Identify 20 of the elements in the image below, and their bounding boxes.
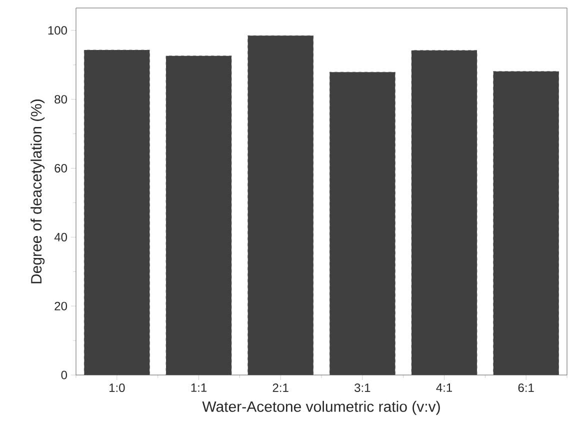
- y-tick-label: 80: [54, 95, 68, 104]
- x-tick-label: 1:1: [191, 384, 207, 392]
- x-tick-label: 6:1: [518, 384, 534, 392]
- x-axis-title: Water-Acetone volumetric ratio (v:v): [202, 400, 440, 415]
- bar: [248, 35, 314, 375]
- bar: [411, 50, 478, 375]
- x-tick-label: 1:0: [109, 384, 125, 392]
- x-tick-label: 2:1: [272, 384, 288, 392]
- y-tick-label: 40: [54, 232, 68, 242]
- y-tick-label: 20: [54, 302, 68, 310]
- bar: [329, 72, 396, 375]
- y-tick-label: 100: [48, 26, 67, 35]
- bar: [493, 71, 560, 375]
- y-axis-title: Degree of deacetylation (%): [30, 100, 45, 284]
- y-tick-label: 60: [54, 164, 68, 172]
- x-tick-label: 4:1: [436, 384, 452, 392]
- x-tick-label: 3:1: [354, 384, 370, 392]
- bar: [84, 50, 150, 375]
- bar: [166, 56, 232, 375]
- y-tick-label: 0: [61, 370, 68, 380]
